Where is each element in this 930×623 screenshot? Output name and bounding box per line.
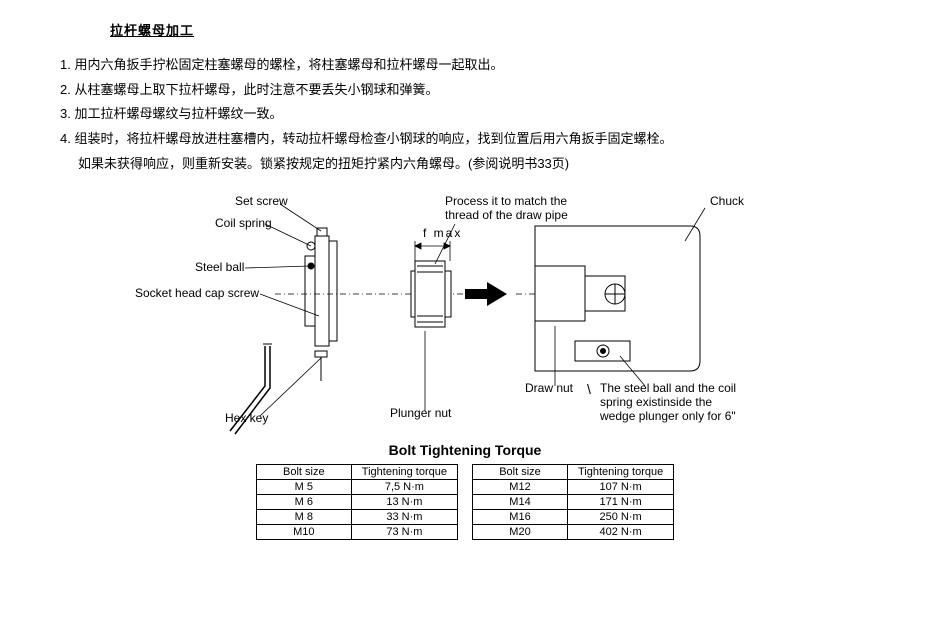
torque-tables: Bolt size Tightening torque M 57,5 N·m M…	[30, 464, 900, 540]
torque-table-left: Bolt size Tightening torque M 57,5 N·m M…	[256, 464, 458, 540]
table-row: M 613 N·m	[256, 495, 457, 510]
table-row: M1073 N·m	[256, 525, 457, 540]
label-plunger-nut: Plunger nut	[390, 406, 451, 420]
table-row: M16250 N·m	[473, 510, 674, 525]
label-set-screw: Set screw	[235, 194, 288, 208]
label-draw-nut: Draw nut	[525, 381, 573, 395]
table-row: M20402 N·m	[473, 525, 674, 540]
label-socket-head: Socket head cap screw	[135, 286, 259, 300]
label-process-2: thread of the draw pipe	[445, 208, 568, 222]
step-4: 4. 组装时，将拉杆螺母放进柱塞槽内，转动拉杆螺母检查小钢球的响应，找到位置后用…	[60, 127, 900, 152]
label-note-3: wedge plunger only for 6"	[600, 409, 736, 423]
label-f-max: f max	[423, 226, 462, 240]
label-note-1: The steel ball and the coil	[600, 381, 736, 395]
label-chuck: Chuck	[710, 194, 744, 208]
step-3: 3. 加工拉杆螺母螺纹与拉杆螺纹一致。	[60, 102, 900, 127]
leader-backslash: \	[587, 381, 591, 397]
th-torque: Tightening torque	[351, 465, 457, 480]
step-1: 1. 用内六角扳手拧松固定柱塞螺母的螺栓，将柱塞螺母和拉杆螺母一起取出。	[60, 53, 900, 78]
label-process-1: Process it to match the	[445, 194, 567, 208]
table-row: M 57,5 N·m	[256, 480, 457, 495]
th-size: Bolt size	[473, 465, 568, 480]
table-row: M 833 N·m	[256, 510, 457, 525]
label-note-2: spring existinside the	[600, 395, 712, 409]
section-title: 拉杆螺母加工	[110, 20, 900, 39]
th-size: Bolt size	[256, 465, 351, 480]
table-row: M12107 N·m	[473, 480, 674, 495]
label-steel-ball: Steel ball	[195, 260, 244, 274]
label-coil-spring: Coil spring	[215, 216, 272, 230]
torque-table-right: Bolt size Tightening torque M12107 N·m M…	[472, 464, 674, 540]
step-2: 2. 从柱塞螺母上取下拉杆螺母，此时注意不要丢失小钢球和弹簧。	[60, 78, 900, 103]
step-4-continuation: 如果未获得响应，则重新安装。锁紧按规定的扭矩拧紧内六角螺母。(参阅说明书33页)	[78, 152, 900, 177]
assembly-diagram: Set screw Coil spring Steel ball Socket …	[115, 186, 815, 436]
table-row: M14171 N·m	[473, 495, 674, 510]
label-hex-key: Hex key	[225, 411, 268, 425]
th-torque: Tightening torque	[568, 465, 674, 480]
torque-table-title: Bolt Tightening Torque	[30, 442, 900, 458]
instruction-list: 1. 用内六角扳手拧松固定柱塞螺母的螺栓，将柱塞螺母和拉杆螺母一起取出。 2. …	[60, 53, 900, 176]
